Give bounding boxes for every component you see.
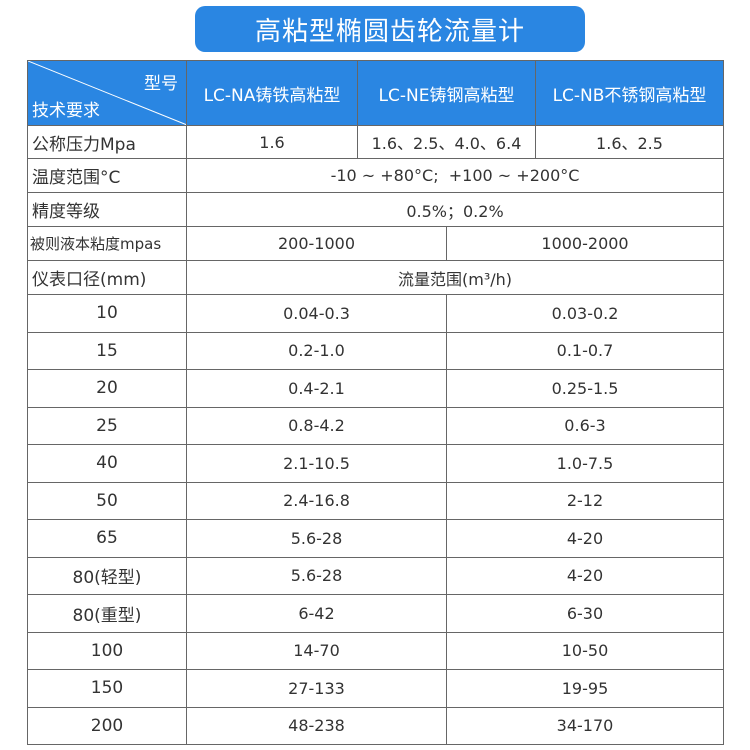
flow-range-cell: 0.6-3 — [446, 406, 724, 445]
cell: 1000-2000 — [446, 226, 724, 261]
flow-range-cell: 6-30 — [446, 594, 724, 633]
caliber-cell: 80(轻型) — [27, 556, 187, 595]
caliber-row: 仪表口径(mm) 流量范围(m³/h) — [27, 260, 724, 295]
page-title: 高粘型椭圆齿轮流量计 — [195, 6, 585, 52]
header-row: 型号 技术要求 LC-NA铸铁高粘型 LC-NE铸钢高粘型 LC-NB不锈钢高粘… — [27, 60, 724, 126]
row-label: 温度范围°C — [27, 158, 187, 193]
caliber-cell: 80(重型) — [27, 594, 187, 633]
table-row: 20 0.4-2.1 0.25-1.5 — [27, 369, 724, 408]
flow-range-cell: 0.8-4.2 — [186, 406, 447, 445]
table-row: 25 0.8-4.2 0.6-3 — [27, 406, 724, 445]
caliber-cell: 65 — [27, 519, 187, 558]
corner-cell: 型号 技术要求 — [27, 60, 187, 126]
caliber-cell: 150 — [27, 669, 187, 708]
caliber-cell: 100 — [27, 631, 187, 670]
row-label: 仪表口径(mm) — [27, 260, 187, 295]
table-row: 50 2.4-16.8 2-12 — [27, 481, 724, 520]
caliber-cell: 20 — [27, 369, 187, 408]
caliber-cell: 10 — [27, 294, 187, 333]
flow-range-cell: 0.04-0.3 — [186, 294, 447, 333]
flow-range-cell: 1.0-7.5 — [446, 444, 724, 483]
viscosity-row: 被则液本粘度mpas 200-1000 1000-2000 — [27, 226, 724, 261]
corner-spec-label: 技术要求 — [32, 101, 100, 121]
row-label: 精度等级 — [27, 192, 187, 227]
cell: 0.5%；0.2% — [186, 192, 724, 227]
temperature-row: 温度范围°C -10 ~ +80°C; +100 ~ +200°C — [27, 158, 724, 193]
flow-range-cell: 27-133 — [186, 669, 447, 708]
cell: 流量范围(m³/h) — [186, 260, 724, 295]
flow-range-cell: 2.4-16.8 — [186, 481, 447, 520]
flow-range-cell: 4-20 — [446, 556, 724, 595]
flow-range-cell: 4-20 — [446, 519, 724, 558]
flow-range-cell: 10-50 — [446, 631, 724, 670]
table-row: 80(轻型) 5.6-28 4-20 — [27, 556, 724, 595]
cell: 1.6、2.5 — [535, 125, 724, 159]
flow-range-cell: 5.6-28 — [186, 519, 447, 558]
flow-range-cell: 48-238 — [186, 706, 447, 745]
spec-table: 型号 技术要求 LC-NA铸铁高粘型 LC-NE铸钢高粘型 LC-NB不锈钢高粘… — [27, 60, 724, 745]
corner-model-label: 型号 — [144, 74, 178, 94]
flow-range-cell: 0.1-0.7 — [446, 331, 724, 370]
table-row: 80(重型) 6-42 6-30 — [27, 594, 724, 633]
table-row: 65 5.6-28 4-20 — [27, 519, 724, 558]
flow-range-cell: 6-42 — [186, 594, 447, 633]
flow-range-cell: 0.4-2.1 — [186, 369, 447, 408]
table-row: 40 2.1-10.5 1.0-7.5 — [27, 444, 724, 483]
flow-range-cell: 14-70 — [186, 631, 447, 670]
cell: 200-1000 — [186, 226, 447, 261]
model-header: LC-NE铸钢高粘型 — [357, 60, 536, 126]
caliber-cell: 15 — [27, 331, 187, 370]
row-label: 被则液本粘度mpas — [27, 226, 187, 261]
flow-range-cell: 5.6-28 — [186, 556, 447, 595]
cell: 1.6、2.5、4.0、6.4 — [357, 125, 536, 159]
model-header: LC-NB不锈钢高粘型 — [535, 60, 724, 126]
caliber-cell: 25 — [27, 406, 187, 445]
table-row: 100 14-70 10-50 — [27, 631, 724, 670]
caliber-cell: 40 — [27, 444, 187, 483]
cell: -10 ~ +80°C; +100 ~ +200°C — [186, 158, 724, 193]
table-row: 10 0.04-0.3 0.03-0.2 — [27, 294, 724, 333]
flow-range-cell: 0.25-1.5 — [446, 369, 724, 408]
table-row: 15 0.2-1.0 0.1-0.7 — [27, 331, 724, 370]
caliber-cell: 50 — [27, 481, 187, 520]
flow-range-cell: 2-12 — [446, 481, 724, 520]
flow-range-cell: 34-170 — [446, 706, 724, 745]
flow-range-cell: 19-95 — [446, 669, 724, 708]
model-header: LC-NA铸铁高粘型 — [186, 60, 358, 126]
flow-range-cell: 0.03-0.2 — [446, 294, 724, 333]
pressure-row: 公称压力Mpa 1.6 1.6、2.5、4.0、6.4 1.6、2.5 — [27, 125, 724, 159]
flow-range-cell: 0.2-1.0 — [186, 331, 447, 370]
table-row: 200 48-238 34-170 — [27, 706, 724, 745]
table-row: 150 27-133 19-95 — [27, 669, 724, 708]
row-label: 公称压力Mpa — [27, 125, 187, 159]
accuracy-row: 精度等级 0.5%；0.2% — [27, 192, 724, 227]
cell: 1.6 — [186, 125, 358, 159]
caliber-cell: 200 — [27, 706, 187, 745]
flow-range-cell: 2.1-10.5 — [186, 444, 447, 483]
